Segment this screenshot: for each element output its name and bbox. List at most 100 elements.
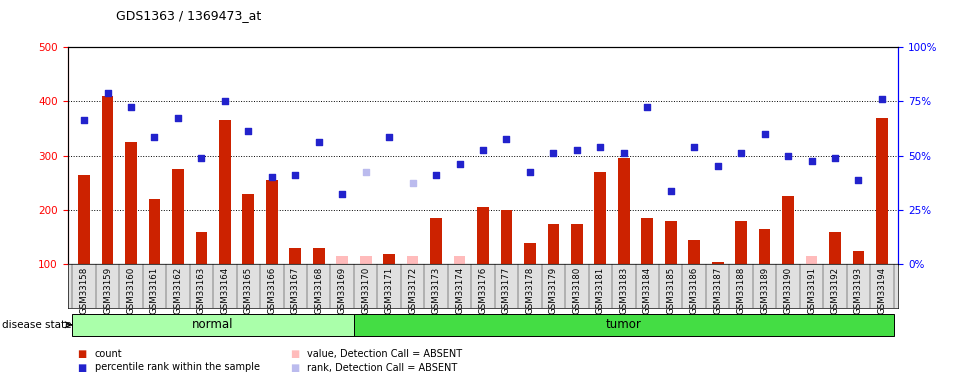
Text: GSM33174: GSM33174: [455, 267, 464, 314]
Point: [639, 104, 655, 110]
Point: [217, 98, 233, 104]
Point: [616, 150, 632, 156]
Bar: [290, 248, 301, 264]
Text: GSM33180: GSM33180: [573, 267, 582, 314]
Text: GSM33161: GSM33161: [150, 267, 159, 314]
Bar: [758, 229, 771, 264]
Text: tumor: tumor: [606, 318, 641, 332]
Bar: [359, 256, 372, 264]
Point: [851, 177, 867, 183]
Bar: [336, 256, 348, 264]
Point: [264, 174, 279, 180]
Text: GSM33184: GSM33184: [642, 267, 652, 314]
Point: [498, 136, 514, 142]
Bar: [266, 180, 277, 264]
Text: GDS1363 / 1369473_at: GDS1363 / 1369473_at: [116, 9, 261, 22]
Text: GSM33170: GSM33170: [361, 267, 370, 314]
Text: GSM33194: GSM33194: [877, 267, 887, 314]
Point: [99, 90, 115, 96]
Text: GSM33187: GSM33187: [713, 267, 723, 314]
Text: GSM33185: GSM33185: [667, 267, 675, 314]
Point: [687, 144, 702, 150]
Bar: [665, 221, 676, 264]
Point: [382, 134, 397, 140]
Bar: [571, 224, 582, 264]
Bar: [407, 256, 418, 264]
Point: [475, 147, 491, 153]
Bar: [354, 314, 894, 336]
Bar: [618, 158, 630, 264]
Point: [757, 131, 773, 137]
Bar: [500, 210, 512, 264]
Text: GSM33163: GSM33163: [197, 267, 206, 314]
Bar: [242, 194, 254, 264]
Text: count: count: [95, 350, 123, 359]
Point: [592, 144, 608, 150]
Bar: [689, 240, 700, 264]
Text: GSM33183: GSM33183: [619, 267, 628, 314]
Point: [288, 172, 303, 178]
Text: GSM33177: GSM33177: [502, 267, 511, 314]
Bar: [594, 172, 607, 264]
Text: ■: ■: [290, 350, 299, 359]
Point: [710, 164, 725, 170]
Bar: [172, 169, 184, 264]
Point: [124, 104, 139, 110]
Text: GSM33159: GSM33159: [103, 267, 112, 314]
Point: [428, 172, 443, 178]
Point: [405, 180, 420, 186]
Bar: [78, 175, 90, 264]
Bar: [829, 232, 840, 264]
Point: [781, 153, 796, 159]
Point: [311, 139, 327, 145]
Point: [147, 134, 162, 140]
Point: [804, 158, 819, 164]
Text: GSM33166: GSM33166: [268, 267, 276, 314]
Point: [569, 147, 584, 153]
Text: normal: normal: [192, 318, 234, 332]
Point: [334, 190, 350, 196]
Bar: [454, 256, 466, 264]
Point: [827, 155, 842, 161]
Text: GSM33190: GSM33190: [783, 267, 792, 314]
Text: GSM33162: GSM33162: [174, 267, 183, 314]
Bar: [101, 96, 113, 264]
Point: [733, 150, 749, 156]
Bar: [219, 120, 231, 264]
Text: GSM33191: GSM33191: [807, 267, 816, 314]
Text: GSM33165: GSM33165: [243, 267, 253, 314]
Bar: [195, 232, 208, 264]
Point: [523, 169, 538, 175]
Text: GSM33193: GSM33193: [854, 267, 863, 314]
Text: GSM33186: GSM33186: [690, 267, 698, 314]
Text: GSM33160: GSM33160: [127, 267, 135, 314]
Bar: [548, 224, 559, 264]
Text: percentile rank within the sample: percentile rank within the sample: [95, 363, 260, 372]
Bar: [126, 142, 137, 264]
Bar: [384, 254, 395, 264]
Text: GSM33189: GSM33189: [760, 267, 769, 314]
Bar: [477, 207, 489, 264]
Point: [76, 117, 92, 123]
Point: [874, 96, 890, 102]
Bar: [525, 243, 536, 264]
Bar: [430, 218, 441, 264]
Point: [452, 161, 468, 167]
Bar: [876, 117, 888, 264]
Text: ■: ■: [77, 363, 87, 372]
Text: GSM33158: GSM33158: [79, 267, 89, 314]
Text: GSM33164: GSM33164: [220, 267, 229, 314]
Bar: [735, 221, 747, 264]
Text: GSM33169: GSM33169: [338, 267, 347, 314]
Bar: [712, 262, 724, 264]
Bar: [72, 314, 354, 336]
Text: GSM33179: GSM33179: [549, 267, 558, 314]
Bar: [853, 251, 865, 264]
Point: [170, 114, 185, 120]
Bar: [806, 256, 817, 264]
Text: value, Detection Call = ABSENT: value, Detection Call = ABSENT: [307, 350, 463, 359]
Text: GSM33171: GSM33171: [384, 267, 393, 314]
Text: ■: ■: [77, 350, 87, 359]
Text: GSM33192: GSM33192: [831, 267, 839, 314]
Text: GSM33167: GSM33167: [291, 267, 299, 314]
